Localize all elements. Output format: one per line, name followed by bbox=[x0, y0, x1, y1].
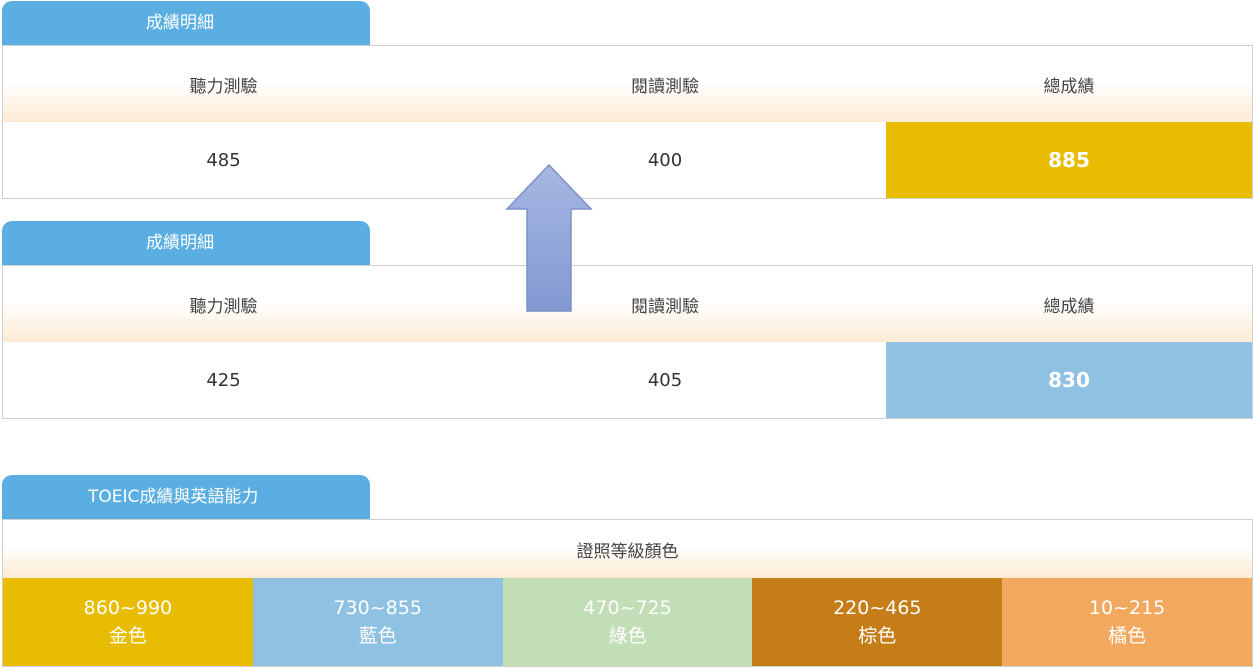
score-table-1: 聽力測驗 閱讀測驗 總成績 485 400 885 bbox=[2, 45, 1253, 199]
level-green: 470~725 綠色 bbox=[502, 578, 753, 666]
reading-score: 400 bbox=[647, 149, 683, 171]
level-blue: 730~855 藍色 bbox=[252, 578, 503, 666]
up-arrow-icon bbox=[505, 163, 593, 312]
score-detail-tab-2: 成績明細 bbox=[2, 221, 370, 265]
score-header-row: 聽力測驗 閱讀測驗 總成績 bbox=[3, 266, 1252, 343]
total-score: 885 bbox=[886, 122, 1252, 198]
total-score: 830 bbox=[886, 342, 1252, 418]
total-header: 總成績 bbox=[1043, 296, 1095, 317]
level-range: 220~465 bbox=[833, 597, 922, 619]
score-table-2: 聽力測驗 閱讀測驗 總成績 425 405 830 bbox=[2, 265, 1253, 419]
listening-score: 485 bbox=[206, 149, 241, 171]
toeic-ability-tab: TOEIC成績與英語能力 bbox=[2, 475, 370, 519]
level-brown: 220~465 棕色 bbox=[752, 578, 1003, 666]
reading-header: 閱讀測驗 bbox=[631, 296, 699, 317]
score-header-row: 聽力測驗 閱讀測驗 總成績 bbox=[3, 46, 1252, 123]
level-range: 10~215 bbox=[1088, 597, 1166, 619]
score-detail-tab-1: 成績明細 bbox=[2, 1, 370, 45]
level-color-name: 金色 bbox=[108, 625, 147, 647]
level-color-header: 證照等級顏色 bbox=[3, 520, 1252, 578]
level-color-name: 綠色 bbox=[608, 625, 647, 647]
level-orange: 10~215 橘色 bbox=[1002, 578, 1252, 666]
level-range: 860~990 bbox=[83, 597, 173, 619]
level-color-name: 藍色 bbox=[358, 625, 397, 647]
listening-score: 425 bbox=[206, 369, 241, 391]
level-color-name: 橘色 bbox=[1108, 625, 1147, 647]
reading-header: 閱讀測驗 bbox=[631, 76, 699, 97]
level-range: 730~855 bbox=[333, 597, 422, 619]
total-header: 總成績 bbox=[1043, 76, 1095, 97]
level-color-name: 棕色 bbox=[858, 625, 897, 647]
level-color-row: 860~990 金色 730~855 藍色 470~725 綠色 220~465… bbox=[3, 578, 1252, 666]
listening-header: 聽力測驗 bbox=[189, 76, 258, 97]
score-value-row: 425 405 830 bbox=[3, 342, 1252, 418]
reading-score: 405 bbox=[647, 369, 683, 391]
level-color-table: 證照等級顏色 860~990 金色 730~855 藍色 470~725 綠色 … bbox=[2, 519, 1253, 667]
listening-header: 聽力測驗 bbox=[189, 296, 258, 317]
level-gold: 860~990 金色 bbox=[3, 578, 253, 666]
score-value-row: 485 400 885 bbox=[3, 122, 1252, 198]
level-range: 470~725 bbox=[583, 597, 672, 619]
